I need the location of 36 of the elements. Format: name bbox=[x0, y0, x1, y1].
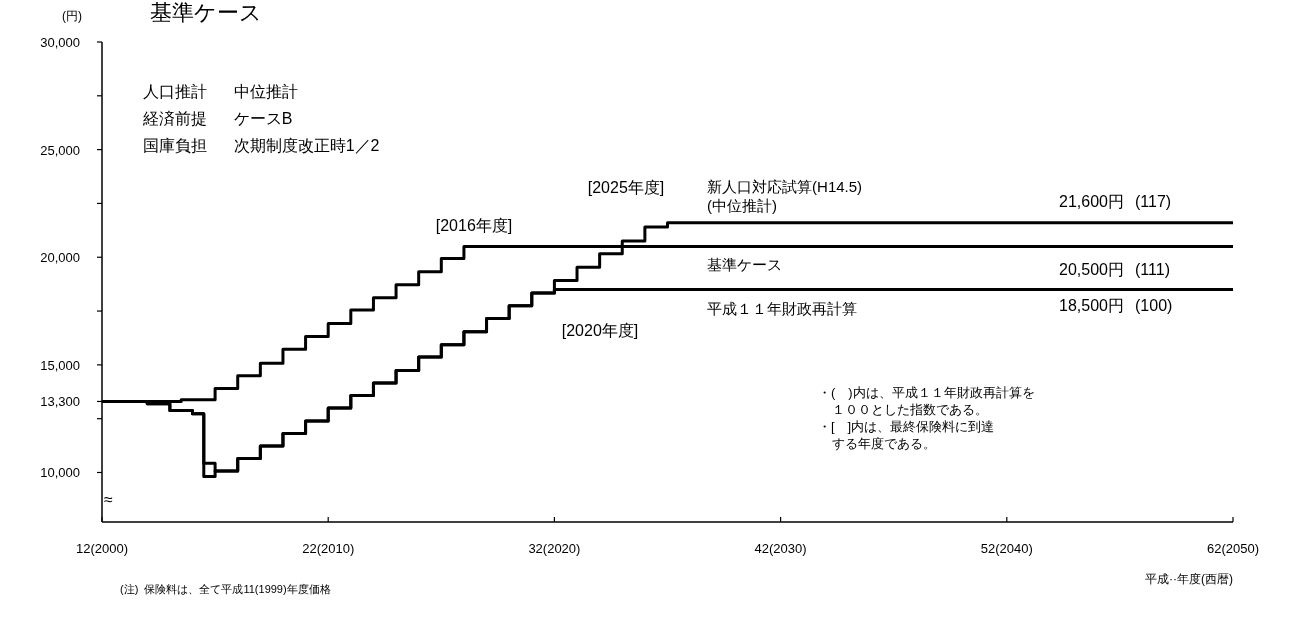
series-label: 新人口対応試算(H14.5) (中位推計) bbox=[707, 177, 863, 214]
x-tick-label: 12(2000) bbox=[75, 541, 129, 556]
annotation: (100) bbox=[1135, 297, 1173, 314]
annotation: 21,600円 bbox=[1059, 193, 1124, 210]
annotation: 20,500円 bbox=[1059, 261, 1124, 278]
series-label: 基準ケース bbox=[707, 256, 783, 274]
x-tick-label: 32(2020) bbox=[528, 541, 581, 556]
chart-title: 基準ケース bbox=[150, 0, 262, 25]
annotation: ・( )内は、平成１１年財政再計算を bbox=[818, 385, 1035, 400]
annotation: [2020年度] bbox=[561, 322, 639, 339]
annotation: １００とした指数である。 bbox=[832, 402, 988, 417]
annotation: (117) bbox=[1135, 193, 1172, 210]
annotation: [2016年度] bbox=[435, 217, 513, 234]
y-tick-label: 15,000 bbox=[40, 357, 80, 373]
y-tick-label: 30,000 bbox=[40, 35, 80, 50]
annotation: ≈ bbox=[104, 491, 113, 508]
annotation: 国庫負担 次期制度改正時1／2 bbox=[143, 137, 380, 154]
annotation: ・[ ]内は、最終保険料に到達 bbox=[818, 419, 995, 434]
series-label: 平成１１年財政再計算 bbox=[707, 299, 858, 317]
y-tick-label: 20,000 bbox=[40, 250, 80, 266]
x-tick-label: 22(2010) bbox=[302, 541, 355, 556]
x-axis-title: 平成··年度(西暦) bbox=[1145, 572, 1233, 586]
y-tick-label: 10,000 bbox=[40, 465, 80, 481]
x-tick-label: 42(2030) bbox=[754, 541, 807, 556]
annotation: 経済前提 ケースB bbox=[142, 110, 293, 127]
annotation: 18,500円 bbox=[1059, 297, 1124, 314]
annotation: する年度である。 bbox=[832, 436, 936, 451]
y-tick-label: 13,300 bbox=[40, 394, 80, 410]
y-tick-label: 25,000 bbox=[40, 142, 80, 158]
text: (注) 保険料は、全て平成11(1999)年度価格 bbox=[120, 583, 331, 595]
y-axis-title: (円) bbox=[62, 9, 82, 23]
annotation: 人口推計 中位推計 bbox=[143, 83, 298, 100]
x-tick-label: 52(2040) bbox=[980, 541, 1033, 556]
x-tick-label: 62(2050) bbox=[1206, 541, 1260, 556]
annotation: (111) bbox=[1135, 261, 1170, 278]
annotation: [2025年度] bbox=[587, 179, 665, 196]
